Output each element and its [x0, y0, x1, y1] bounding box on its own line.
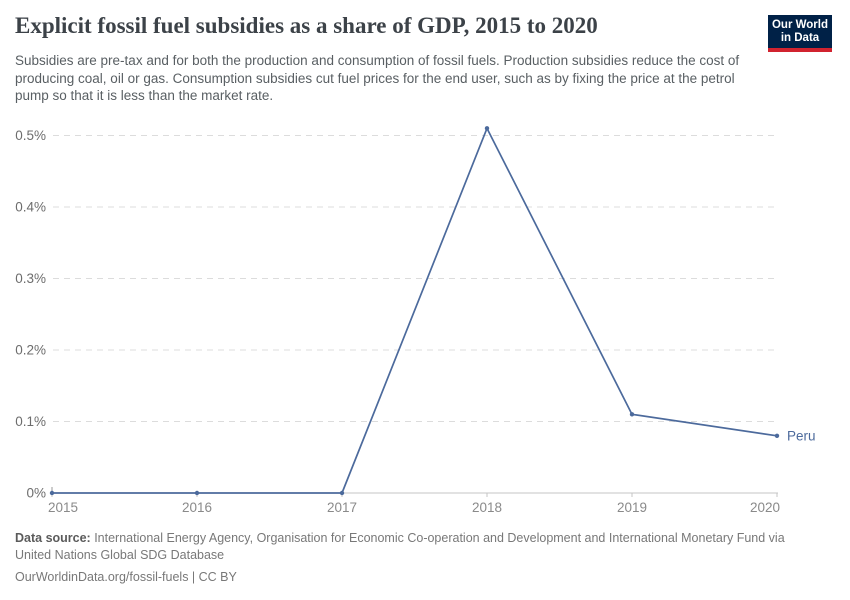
chart-footer: Data source: International Energy Agency…: [15, 530, 820, 586]
data-point-2017[interactable]: [339, 490, 345, 496]
data-point-2018[interactable]: [484, 126, 490, 131]
license-link[interactable]: OurWorldinData.org/fossil-fuels | CC BY: [15, 570, 237, 584]
data-source-label: Data source:: [15, 531, 91, 545]
x-tick-label: 2020: [750, 500, 780, 515]
x-tick-label: 2015: [48, 500, 78, 515]
y-tick-label: 0.5%: [15, 128, 46, 143]
data-source-text: International Energy Agency, Organisatio…: [15, 531, 785, 562]
data-source-line: Data source: International Energy Agency…: [15, 530, 820, 564]
owid-logo-text: Our World in Data: [768, 15, 832, 48]
y-tick-label: 0.3%: [15, 271, 46, 286]
data-point-2020[interactable]: [774, 433, 780, 438]
y-tick-label: 0.2%: [15, 343, 46, 358]
y-tick-label: 0.4%: [15, 200, 46, 215]
series-line-peru[interactable]: [51, 127, 778, 494]
x-tick-label: 2018: [472, 500, 502, 515]
data-point-2019[interactable]: [629, 412, 635, 417]
data-point-2015[interactable]: [49, 490, 55, 496]
entity-label-peru: Peru: [787, 428, 816, 443]
owid-logo[interactable]: Our World in Data: [768, 15, 832, 52]
x-tick-label: 2019: [617, 500, 647, 515]
chart-subtitle: Subsidies are pre-tax and for both the p…: [15, 53, 740, 103]
y-tick-label: 0.1%: [15, 414, 46, 429]
owid-logo-stripe: [768, 48, 832, 52]
data-point-2016[interactable]: [194, 490, 200, 496]
x-tick-label: 2017: [327, 500, 357, 515]
y-tick-label: 0%: [26, 486, 46, 501]
chart-title: Explicit fossil fuel subsidies as a shar…: [15, 13, 598, 38]
x-tick-label: 2016: [182, 500, 212, 515]
